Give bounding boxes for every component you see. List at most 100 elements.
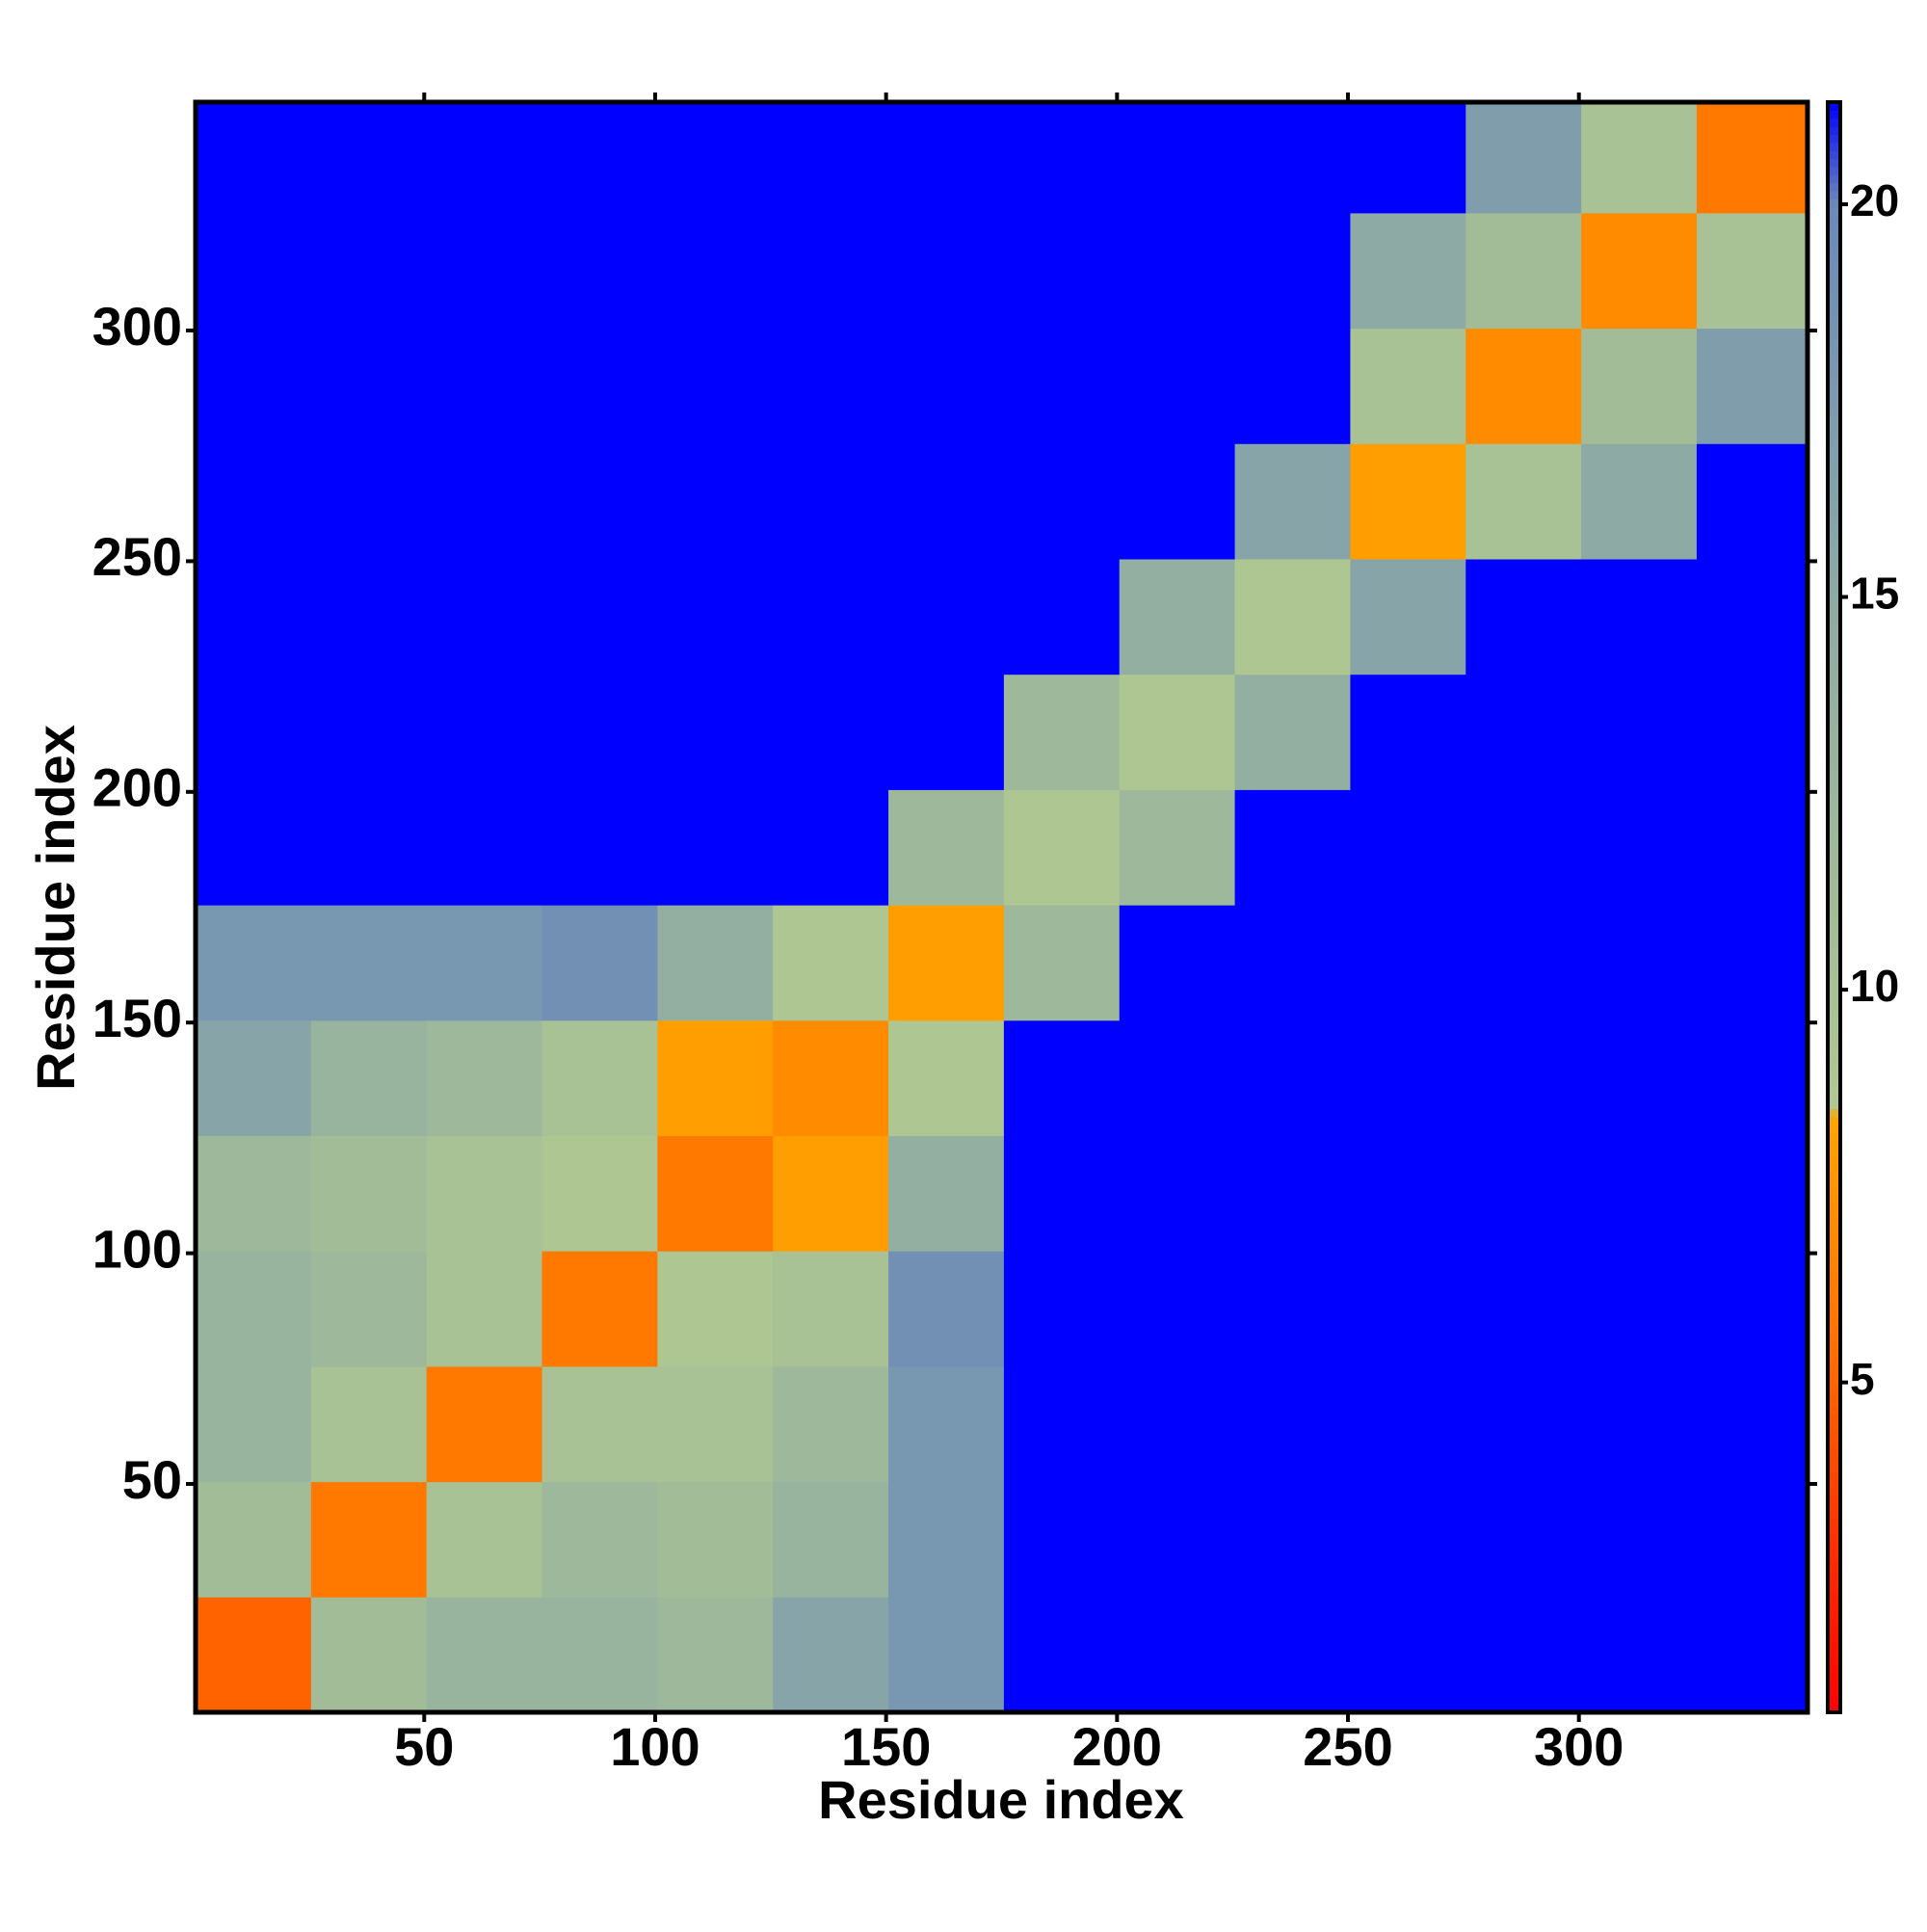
heatmap-cell — [1465, 212, 1582, 330]
heatmap-cell — [1696, 559, 1808, 675]
colorbar-segment — [1828, 1374, 1840, 1384]
heatmap-cell — [1581, 1251, 1698, 1367]
colorbar-segment — [1828, 1398, 1840, 1408]
colorbar-segment — [1828, 1132, 1840, 1142]
colorbar-segment — [1828, 569, 1840, 578]
heatmap-cell — [1119, 443, 1236, 560]
heatmap-cell — [773, 1019, 889, 1137]
heatmap-cell — [888, 1597, 1005, 1713]
colorbar-segment — [1828, 914, 1840, 924]
colorbar-segment — [1828, 448, 1840, 458]
colorbar-segment — [1828, 834, 1840, 844]
colorbar-segment — [1828, 278, 1840, 288]
colorbar-segment — [1828, 1350, 1840, 1359]
colorbar-segment — [1828, 1277, 1840, 1286]
colorbar-segment — [1828, 1269, 1840, 1279]
colorbar-segment — [1828, 802, 1840, 811]
colorbar-tick-label: 10 — [1850, 961, 1899, 1011]
colorbar-segment — [1828, 1188, 1840, 1198]
heatmap-cell — [1003, 102, 1121, 214]
heatmap-cell — [1350, 212, 1466, 330]
colorbar-segment — [1828, 1430, 1840, 1440]
colorbar-segment — [1828, 335, 1840, 345]
colorbar-segment — [1828, 1019, 1840, 1029]
heatmap-cell — [541, 328, 658, 444]
heatmap-cell — [426, 1597, 543, 1713]
colorbar-segment — [1828, 359, 1840, 369]
colorbar-segment — [1828, 1438, 1840, 1447]
heatmap-cell — [1465, 559, 1582, 675]
colorbar-segment — [1828, 198, 1840, 208]
heatmap-cell — [1350, 1251, 1466, 1367]
colorbar-segment — [1828, 343, 1840, 353]
heatmap-cell — [1350, 905, 1466, 1021]
colorbar-segment — [1828, 367, 1840, 377]
heatmap-cell — [541, 1135, 658, 1252]
heatmap-cell — [1350, 1597, 1466, 1713]
colorbar-segment — [1828, 166, 1840, 175]
heatmap-cell — [310, 1365, 428, 1483]
heatmap-cell — [1696, 212, 1808, 330]
heatmap-cell — [1465, 328, 1582, 444]
heatmap-cell — [1350, 102, 1466, 214]
heatmap-cell — [426, 1019, 543, 1137]
colorbar-segment — [1828, 230, 1840, 240]
colorbar-segment — [1828, 649, 1840, 659]
heatmap-cell — [657, 1251, 774, 1367]
x-tick-label: 200 — [1072, 1716, 1162, 1777]
colorbar-segment — [1828, 923, 1840, 933]
heatmap-cell — [1234, 1597, 1351, 1713]
colorbar-segment — [1828, 593, 1840, 602]
colorbar-segment — [1828, 875, 1840, 885]
colorbar-segment — [1828, 1567, 1840, 1576]
colorbar-segment — [1828, 1325, 1840, 1335]
colorbar-segment — [1828, 439, 1840, 449]
heatmap-cell — [1696, 1135, 1808, 1252]
colorbar-segment — [1828, 1575, 1840, 1584]
colorbar-segment — [1828, 1550, 1840, 1560]
colorbar-segment — [1828, 1406, 1840, 1416]
colorbar-segment — [1828, 1317, 1840, 1327]
colorbar-segment — [1828, 963, 1840, 972]
colorbar-segment — [1828, 271, 1840, 280]
heatmap-cell — [773, 1251, 889, 1367]
heatmap-cell — [541, 1019, 658, 1137]
heatmap-cell — [310, 328, 428, 444]
heatmap-cell — [1119, 1365, 1236, 1483]
colorbar-segment — [1828, 1365, 1840, 1375]
colorbar-segment — [1828, 1462, 1840, 1471]
heatmap-cell — [1465, 905, 1582, 1021]
heatmap-cell — [888, 212, 1005, 330]
colorbar-segment — [1828, 247, 1840, 256]
heatmap-cell — [196, 1597, 312, 1713]
heatmap-cell — [1350, 1365, 1466, 1483]
colorbar-segment — [1828, 746, 1840, 755]
plot-frame — [193, 99, 1810, 1715]
heatmap-cell — [310, 674, 428, 790]
heatmap-cell — [888, 443, 1005, 560]
colorbar-segment — [1828, 142, 1840, 151]
colorbar-segment — [1828, 303, 1840, 312]
heatmap-cell — [657, 1019, 774, 1137]
heatmap-cell — [1234, 559, 1351, 675]
heatmap-cell — [1581, 1597, 1698, 1713]
colorbar-segment — [1828, 1253, 1840, 1262]
heatmap-cell — [1234, 328, 1351, 444]
colorbar-segment — [1828, 1358, 1840, 1367]
heatmap-cell — [1234, 905, 1351, 1021]
colorbar-segment — [1828, 890, 1840, 900]
colorbar-segment — [1828, 931, 1840, 940]
colorbar-segment — [1828, 1068, 1840, 1077]
heatmap-cell — [1003, 212, 1121, 330]
colorbar-segment — [1828, 1535, 1840, 1545]
colorbar-segment — [1828, 1285, 1840, 1295]
heatmap-cell — [773, 1597, 889, 1713]
colorbar-segment — [1828, 537, 1840, 546]
colorbar-segment — [1828, 859, 1840, 868]
heatmap-cell — [1696, 1019, 1808, 1137]
heatmap-cell — [773, 559, 889, 675]
colorbar-segment — [1828, 641, 1840, 650]
colorbar-segment — [1828, 674, 1840, 683]
heatmap-cell — [888, 1481, 1005, 1598]
